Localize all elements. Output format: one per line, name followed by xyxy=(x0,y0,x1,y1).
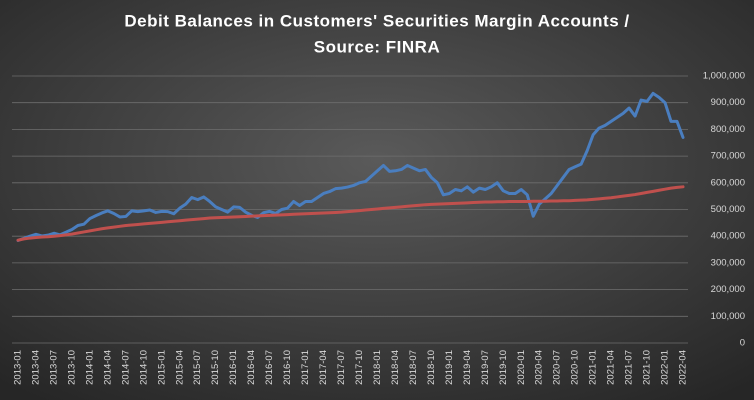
x-tick-label: 2013-07 xyxy=(48,350,59,385)
x-tick-label: 2015-10 xyxy=(210,350,221,385)
x-tick-label: 2016-01 xyxy=(228,350,239,385)
x-tick-label: 2017-04 xyxy=(318,350,329,385)
line-series xyxy=(16,91,685,242)
y-tick-label: 800,000 xyxy=(711,124,745,135)
x-tick-label: 2013-10 xyxy=(66,350,77,385)
y-tick-label: 400,000 xyxy=(711,231,745,242)
x-tick-label: 2013-04 xyxy=(30,350,41,385)
chart-title: Source: FINRA xyxy=(314,37,440,56)
x-tick-label: 2016-04 xyxy=(246,350,257,385)
y-tick-label: 700,000 xyxy=(711,151,745,162)
x-tick-label: 2020-04 xyxy=(534,350,545,385)
x-tick-label: 2016-10 xyxy=(282,350,293,385)
x-tick-label: 2020-01 xyxy=(516,350,527,385)
x-tick-label: 2015-04 xyxy=(174,350,185,385)
y-tick-label: 1,000,000 xyxy=(703,71,745,82)
x-tick-label: 2022-01 xyxy=(660,350,671,385)
y-tick-label: 200,000 xyxy=(711,284,745,295)
x-tick-label: 2019-07 xyxy=(480,350,491,385)
chart-title: Debit Balances in Customers' Securities … xyxy=(124,11,629,30)
x-tick-label: 2014-07 xyxy=(120,350,131,385)
x-tick-label: 2020-10 xyxy=(570,350,581,385)
y-tick-label: 100,000 xyxy=(711,311,745,322)
x-tick-label: 2014-01 xyxy=(84,350,95,385)
y-tick-label: 0 xyxy=(740,338,745,349)
y-tick-label: 600,000 xyxy=(711,177,745,188)
x-tick-label: 2019-01 xyxy=(444,350,455,385)
x-tick-label: 2022-04 xyxy=(678,350,689,385)
x-tick-label: 2018-01 xyxy=(372,350,383,385)
x-tick-label: 2019-10 xyxy=(498,350,509,385)
y-tick-label: 900,000 xyxy=(711,97,745,108)
x-tick-label: 2018-04 xyxy=(390,350,401,385)
x-tick-label: 2014-04 xyxy=(102,350,113,385)
x-tick-label: 2021-01 xyxy=(588,350,599,385)
x-tick-label: 2014-10 xyxy=(138,350,149,385)
x-tick-label: 2021-10 xyxy=(642,350,653,385)
y-tick-label: 300,000 xyxy=(711,257,745,268)
x-tick-label: 2019-04 xyxy=(462,350,473,385)
x-tick-label: 2013-01 xyxy=(13,350,24,385)
y-tick-label: 500,000 xyxy=(711,204,745,215)
x-tick-label: 2017-07 xyxy=(336,350,347,385)
x-tick-label: 2016-07 xyxy=(264,350,275,385)
x-tick-label: 2017-10 xyxy=(354,350,365,385)
x-tick-label: 2018-07 xyxy=(408,350,419,385)
x-tick-label: 2017-01 xyxy=(300,350,311,385)
x-tick-label: 2015-07 xyxy=(192,350,203,385)
x-tick-label: 2021-07 xyxy=(624,350,635,385)
line-series xyxy=(16,185,685,242)
x-tick-label: 2018-10 xyxy=(426,350,437,385)
x-tick-label: 2020-07 xyxy=(552,350,563,385)
x-tick-label: 2021-04 xyxy=(606,350,617,385)
x-tick-label: 2015-01 xyxy=(156,350,167,385)
